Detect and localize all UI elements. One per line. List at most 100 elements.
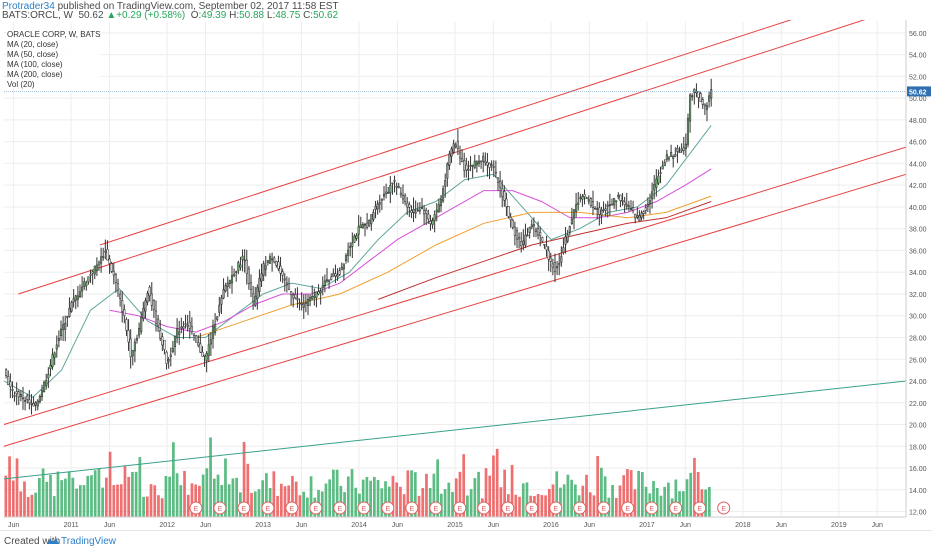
- earnings-marker[interactable]: [237, 501, 251, 515]
- candle-body: [625, 204, 628, 207]
- price-tick-label: 52.00: [909, 74, 927, 81]
- volume-bar: [417, 495, 421, 517]
- earnings-marker[interactable]: [645, 501, 659, 515]
- price-axis[interactable]: [906, 20, 932, 530]
- candle-body: [695, 91, 698, 94]
- volume-bar: [559, 487, 562, 517]
- candle-body: [273, 257, 276, 263]
- earnings-marker[interactable]: [357, 501, 371, 515]
- time-tick-label: 2018: [735, 522, 751, 529]
- candle-body: [486, 162, 489, 166]
- candle-body: [513, 226, 516, 236]
- volume-bar: [640, 472, 644, 517]
- volume-bar: [246, 463, 250, 517]
- candle-body: [45, 380, 48, 387]
- legend-title[interactable]: ORACLE CORP, W, BATS: [7, 30, 101, 39]
- trend-line[interactable]: [3, 380, 907, 480]
- earnings-marker[interactable]: [501, 501, 515, 515]
- earnings-marker[interactable]: [285, 501, 299, 515]
- chart-area[interactable]: E E E E E E E E E E E E E E E E E E E E E E E 12.00 14.00 16.00 18…: [0, 0, 932, 530]
- candle-body: [178, 331, 181, 335]
- price-chart[interactable]: E E E E E E E E E E E E E E E E E E E E E E E 12.00 14.00 16.00 18…: [0, 0, 932, 530]
- earnings-marker[interactable]: [453, 501, 467, 515]
- earnings-marker[interactable]: [669, 501, 683, 515]
- volume-bar: [570, 479, 573, 517]
- candle-body: [241, 255, 244, 261]
- earnings-marker[interactable]: [309, 501, 323, 515]
- candle-body: [264, 265, 267, 270]
- candle-body: [59, 328, 63, 337]
- earnings-marker[interactable]: [693, 501, 707, 515]
- legend-volume[interactable]: Vol (20): [7, 80, 35, 89]
- earnings-marker[interactable]: [429, 501, 443, 515]
- candle-body: [644, 207, 647, 211]
- legend-ma200[interactable]: MA (200, close): [7, 70, 63, 79]
- price-tick-label: 12.00: [909, 510, 927, 517]
- earnings-marker[interactable]: [333, 501, 347, 515]
- candle-body: [558, 263, 561, 266]
- earnings-marker-label: E: [409, 506, 414, 513]
- tradingview-brand[interactable]: TradingView: [61, 536, 117, 547]
- candle-body: [408, 204, 411, 208]
- candle-body: [131, 349, 134, 357]
- candle-body: [157, 318, 160, 327]
- candle-body: [36, 400, 39, 407]
- earnings-marker[interactable]: [189, 501, 203, 515]
- candle-body: [68, 308, 71, 317]
- candle-body: [581, 196, 584, 200]
- earnings-marker[interactable]: [597, 501, 611, 515]
- earnings-marker[interactable]: [381, 501, 395, 515]
- up-arrow-icon: ▲: [106, 10, 117, 21]
- earnings-marker[interactable]: [213, 501, 227, 515]
- volume-bar: [4, 475, 8, 517]
- earnings-marker[interactable]: [573, 501, 587, 515]
- candle-body: [701, 99, 704, 105]
- time-tick-label: Jun: [104, 522, 115, 529]
- time-tick-label: 2016: [543, 522, 559, 529]
- legend-ma100[interactable]: MA (100, close): [7, 60, 63, 69]
- earnings-marker[interactable]: [405, 501, 419, 515]
- candle-body: [672, 156, 675, 159]
- candle-body: [144, 300, 147, 312]
- candle-body: [173, 336, 177, 347]
- earnings-marker[interactable]: [717, 501, 731, 515]
- low-label: L:: [266, 10, 276, 21]
- volume-bar: [168, 476, 171, 517]
- author-link[interactable]: Protrader34: [2, 1, 55, 12]
- candle-body: [133, 341, 136, 352]
- earnings-marker[interactable]: [549, 501, 563, 515]
- candle-body: [448, 153, 451, 166]
- trend-line[interactable]: [3, 146, 907, 426]
- earnings-marker[interactable]: [621, 501, 635, 515]
- volume-bar: [15, 458, 19, 517]
- candle-body: [17, 391, 20, 398]
- earnings-marker[interactable]: [477, 501, 491, 515]
- earnings-marker-label: E: [242, 506, 247, 513]
- volume-bar: [190, 483, 194, 517]
- price-tick-label: 42.00: [909, 183, 927, 190]
- legend-ma20[interactable]: MA (20, close): [7, 40, 59, 49]
- volume-bar: [566, 474, 570, 517]
- candle-body: [416, 209, 419, 212]
- volume-bar: [588, 492, 592, 517]
- candle-body: [646, 203, 649, 207]
- legend-ma50[interactable]: MA (50, close): [7, 50, 59, 59]
- candle-body: [330, 276, 333, 280]
- trend-line[interactable]: [18, 18, 868, 295]
- volume-bar: [425, 473, 428, 517]
- trend-line[interactable]: [3, 173, 907, 447]
- volume-bar: [302, 491, 305, 517]
- volume-bar: [305, 497, 309, 517]
- earnings-marker[interactable]: [261, 501, 275, 515]
- volume-bar: [119, 484, 123, 517]
- earnings-marker[interactable]: [525, 501, 539, 515]
- candle-body: [648, 200, 652, 205]
- candle-body: [199, 343, 202, 353]
- trend-line[interactable]: [99, 0, 868, 246]
- volume-bar: [484, 468, 488, 517]
- price-tick-label: 26.00: [909, 357, 927, 364]
- volume-bar: [544, 495, 547, 517]
- earnings-marker-label: E: [481, 506, 486, 513]
- candle-body: [76, 295, 79, 300]
- candle-body: [406, 202, 409, 208]
